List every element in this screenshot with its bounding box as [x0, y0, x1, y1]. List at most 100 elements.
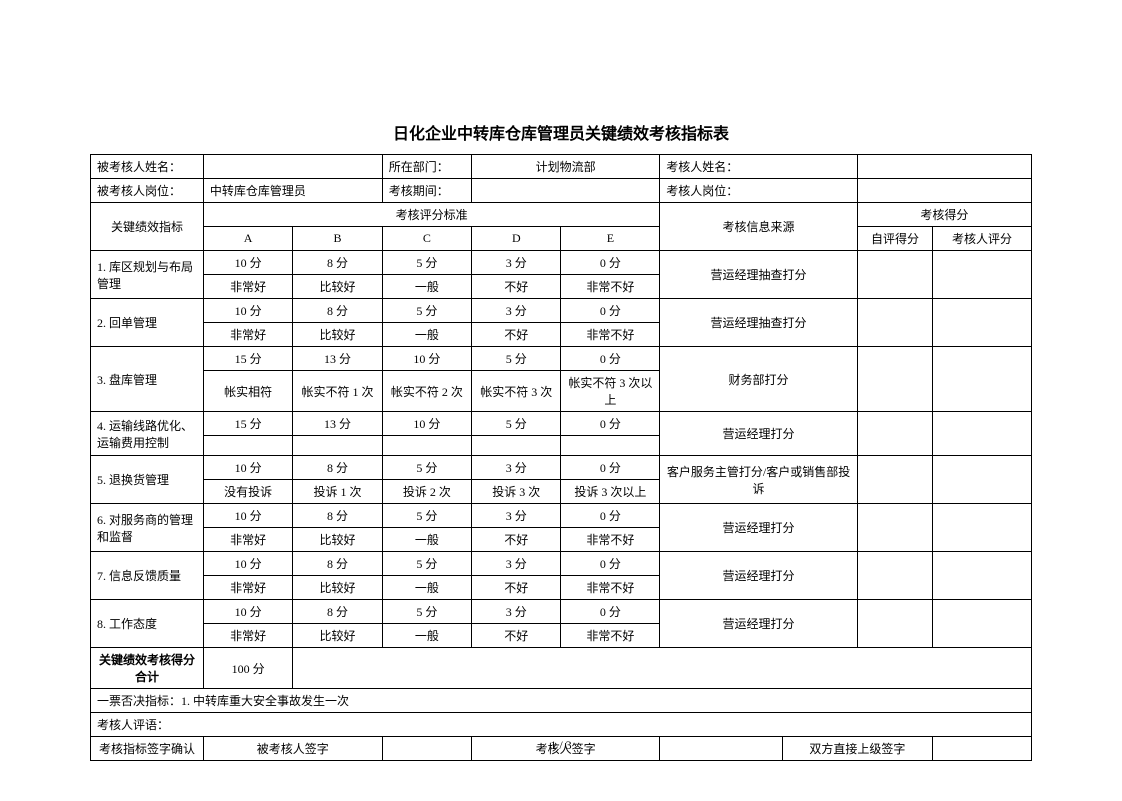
desc-cell: 比较好 [293, 275, 382, 299]
score-cell: 3 分 [472, 504, 561, 528]
assessor-score-cell [933, 347, 1032, 412]
table-row: 1. 库区规划与布局管理10 分8 分5 分3 分0 分营运经理抽查打分 [91, 251, 1032, 275]
kpi-name: 8. 工作态度 [91, 600, 204, 648]
kpi-name: 4. 运输线路优化、运输费用控制 [91, 412, 204, 456]
score-cell: 8 分 [293, 504, 382, 528]
veto-row: 一票否决指标：1. 中转库重大安全事故发生一次 [91, 689, 1032, 713]
desc-cell: 非常好 [203, 323, 292, 347]
assessor-score-cell [933, 299, 1032, 347]
desc-cell: 一般 [382, 323, 471, 347]
col-self: 自评得分 [857, 227, 932, 251]
total-blank [293, 648, 1032, 689]
score-cell: 0 分 [561, 299, 660, 323]
score-cell: 5 分 [382, 504, 471, 528]
score-cell: 0 分 [561, 600, 660, 624]
self-score-cell [857, 347, 932, 412]
comment-row: 考核人评语： [91, 713, 1032, 737]
header-row-1: 被考核人姓名： 所在部门： 计划物流部 考核人姓名： [91, 155, 1032, 179]
assessor-score-cell [933, 504, 1032, 552]
total-value: 100 分 [203, 648, 292, 689]
page-title: 日化企业中转库仓库管理员关键绩效考核指标表 [90, 120, 1032, 144]
desc-cell: 一般 [382, 576, 471, 600]
score-cell: 3 分 [472, 600, 561, 624]
desc-cell: 一般 [382, 624, 471, 648]
assessor-score-cell [933, 456, 1032, 504]
self-score-cell [857, 299, 932, 347]
table-row: 2. 回单管理10 分8 分5 分3 分0 分营运经理抽查打分 [91, 299, 1032, 323]
desc-cell: 投诉 2 次 [382, 480, 471, 504]
assessor-score-cell [933, 600, 1032, 648]
score-cell: 5 分 [472, 412, 561, 436]
score-cell: 10 分 [203, 299, 292, 323]
label: 考核人岗位： [660, 179, 858, 203]
col-b: B [293, 227, 382, 251]
score-cell: 5 分 [382, 456, 471, 480]
score-cell: 8 分 [293, 552, 382, 576]
kpi-table: 被考核人姓名： 所在部门： 计划物流部 考核人姓名： 被考核人岗位： 中转库仓库… [90, 154, 1032, 761]
desc-cell: 一般 [382, 275, 471, 299]
value [857, 179, 1031, 203]
score-cell: 8 分 [293, 600, 382, 624]
total-label: 关键绩效考核得分合计 [91, 648, 204, 689]
score-cell: 0 分 [561, 504, 660, 528]
table-row: 4. 运输线路优化、运输费用控制15 分13 分10 分5 分0 分营运经理打分 [91, 412, 1032, 436]
assessor-score-cell [933, 412, 1032, 456]
desc-cell: 非常好 [203, 275, 292, 299]
desc-cell: 非常好 [203, 528, 292, 552]
score-cell: 15 分 [203, 412, 292, 436]
score-cell: 8 分 [293, 456, 382, 480]
desc-cell: 非常不好 [561, 323, 660, 347]
table-row: 8. 工作态度10 分8 分5 分3 分0 分营运经理打分 [91, 600, 1032, 624]
kpi-name: 1. 库区规划与布局管理 [91, 251, 204, 299]
self-score-cell [857, 456, 932, 504]
desc-cell: 投诉 1 次 [293, 480, 382, 504]
desc-cell: 不好 [472, 528, 561, 552]
kpi-name: 5. 退换货管理 [91, 456, 204, 504]
col-kpi: 关键绩效指标 [91, 203, 204, 251]
comment-text: 考核人评语： [91, 713, 1032, 737]
desc-cell: 非常不好 [561, 624, 660, 648]
desc-cell: 不好 [472, 624, 561, 648]
desc-cell: 帐实不符 3 次 [472, 371, 561, 412]
desc-cell: 帐实不符 1 次 [293, 371, 382, 412]
self-score-cell [857, 412, 932, 456]
score-cell: 0 分 [561, 412, 660, 436]
desc-cell: 比较好 [293, 528, 382, 552]
score-cell: 5 分 [382, 600, 471, 624]
desc-cell: 非常不好 [561, 275, 660, 299]
score-cell: 10 分 [203, 456, 292, 480]
source-cell: 营运经理打分 [660, 600, 858, 648]
table-row: 3. 盘库管理15 分13 分10 分5 分0 分财务部打分 [91, 347, 1032, 371]
label: 被考核人岗位： [91, 179, 204, 203]
page-number: 1 / 3 [0, 738, 1122, 753]
score-cell: 8 分 [293, 251, 382, 275]
col-standard: 考核评分标准 [203, 203, 659, 227]
desc-cell: 帐实不符 3 次以上 [561, 371, 660, 412]
desc-cell: 一般 [382, 528, 471, 552]
source-cell: 营运经理抽查打分 [660, 251, 858, 299]
assessor-score-cell [933, 552, 1032, 600]
desc-cell: 投诉 3 次以上 [561, 480, 660, 504]
score-cell: 8 分 [293, 299, 382, 323]
source-cell: 营运经理打分 [660, 552, 858, 600]
desc-cell: 非常好 [203, 624, 292, 648]
veto-text: 一票否决指标：1. 中转库重大安全事故发生一次 [91, 689, 1032, 713]
table-header-row: 关键绩效指标 考核评分标准 考核信息来源 考核得分 [91, 203, 1032, 227]
desc-cell: 帐实相符 [203, 371, 292, 412]
score-cell: 15 分 [203, 347, 292, 371]
kpi-name: 7. 信息反馈质量 [91, 552, 204, 600]
col-d: D [472, 227, 561, 251]
value: 中转库仓库管理员 [203, 179, 382, 203]
total-row: 关键绩效考核得分合计 100 分 [91, 648, 1032, 689]
desc-cell: 比较好 [293, 576, 382, 600]
value [203, 155, 382, 179]
col-source: 考核信息来源 [660, 203, 858, 251]
self-score-cell [857, 251, 932, 299]
score-cell: 5 分 [382, 552, 471, 576]
score-cell: 10 分 [382, 347, 471, 371]
col-score: 考核得分 [857, 203, 1031, 227]
label: 考核期间： [382, 179, 471, 203]
kpi-name: 3. 盘库管理 [91, 347, 204, 412]
desc-cell: 投诉 3 次 [472, 480, 561, 504]
kpi-name: 2. 回单管理 [91, 299, 204, 347]
